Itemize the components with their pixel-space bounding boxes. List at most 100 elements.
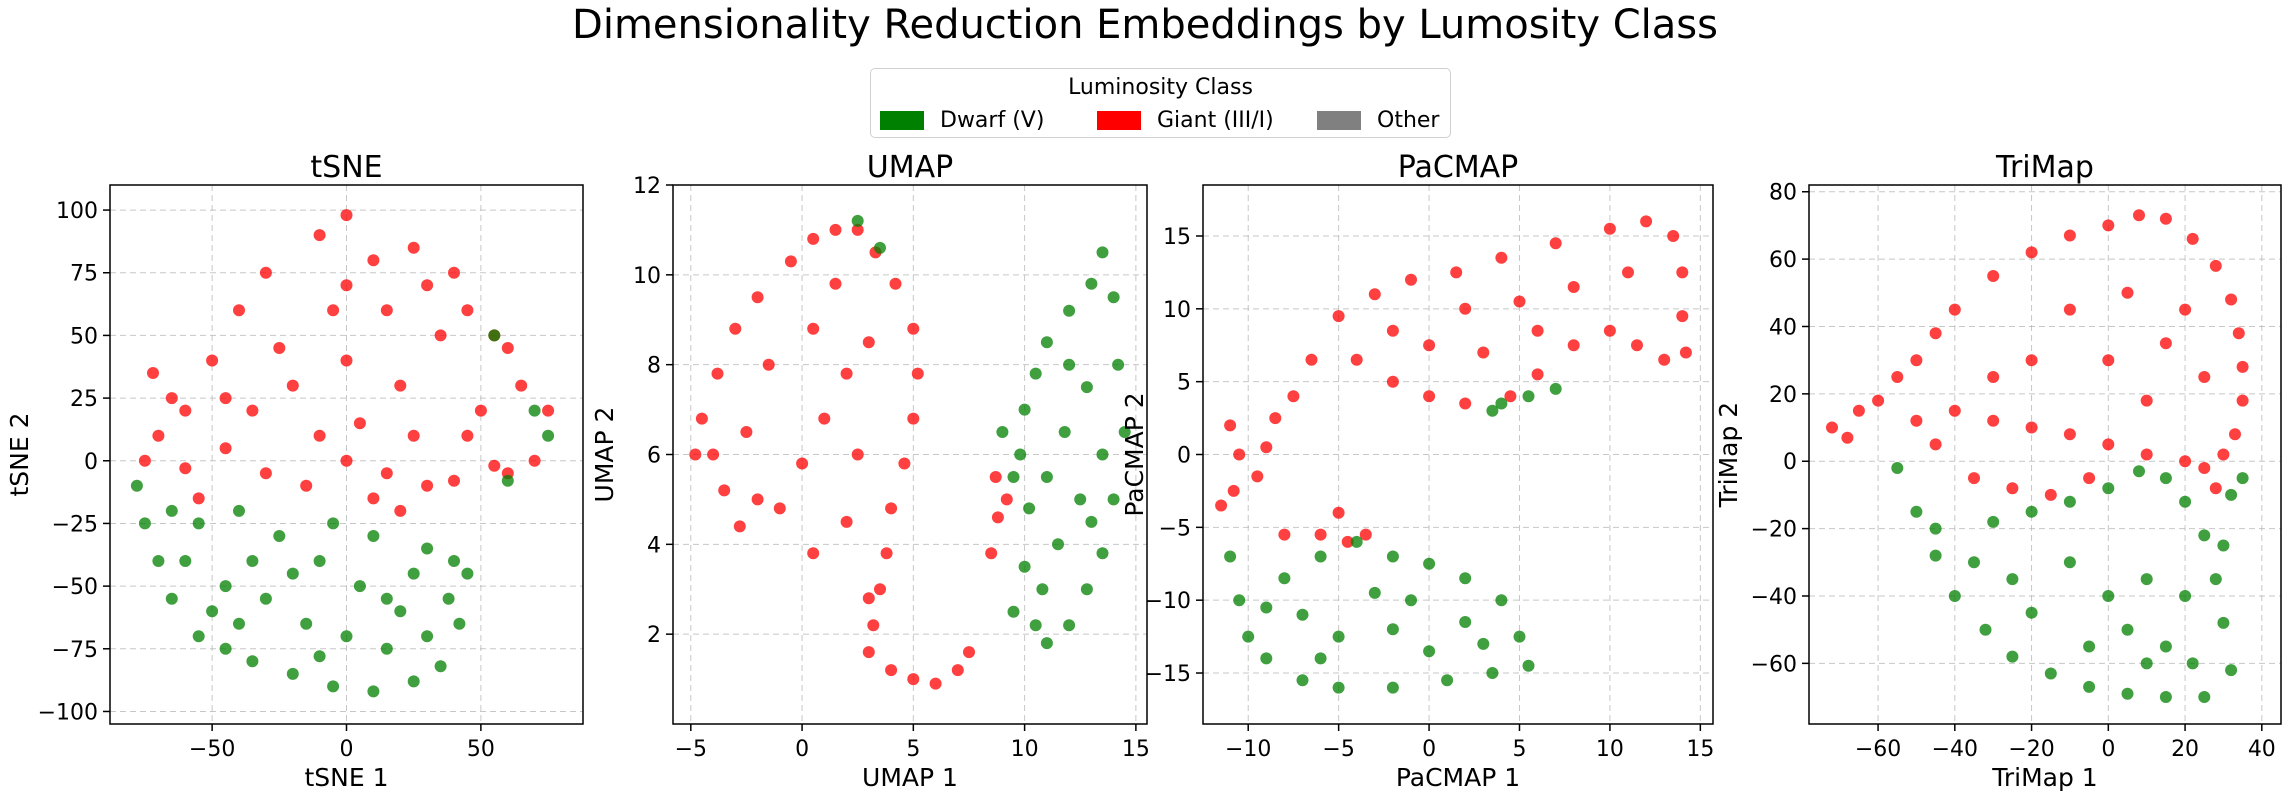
data-point [1359,528,1372,541]
data-point [1513,295,1526,308]
y-tick-label: 60 [1769,248,1797,273]
data-point [2209,573,2222,586]
data-point [179,462,192,475]
data-point [1314,528,1327,541]
data-point [1603,324,1616,337]
data-point [340,209,353,222]
data-point [286,567,299,580]
data-point [233,304,245,317]
data-point [165,592,178,605]
data-point [165,392,178,405]
data-point [394,379,407,392]
data-point [2225,488,2238,501]
data-point [1910,354,1923,367]
legend-entry-other: Other [1317,107,1439,133]
data-point [1386,375,1399,388]
legend-label-other: Other [1377,107,1440,133]
data-point [488,329,501,342]
data-point [2179,303,2192,316]
data-point [2140,394,2153,407]
series-dwarf [130,329,555,698]
data-point [421,479,434,492]
data-point [1495,251,1508,264]
data-point [1676,310,1689,323]
data-point [695,412,708,425]
data-point [1107,291,1120,304]
data-point [1423,339,1436,352]
data-point [1987,515,2000,528]
data-point [991,511,1004,524]
data-point [233,617,245,630]
data-point [2179,455,2192,468]
data-point [740,426,753,438]
x-tick-label: −5 [675,737,707,762]
data-point [907,322,920,335]
data-point [1459,616,1472,628]
data-point [2121,687,2134,700]
data-point [1278,528,1291,541]
x-tick-label: 0 [795,737,809,762]
data-point [862,646,875,659]
data-point [327,680,340,693]
y-axis-label: UMAP 2 [590,407,619,503]
data-point [461,567,474,580]
data-point [889,277,902,290]
data-point [1332,310,1345,323]
data-point [1477,346,1490,359]
data-point [1658,353,1671,366]
data-point [1107,493,1120,506]
y-tick-label: −60 [1751,652,1797,677]
data-point [1504,390,1517,403]
y-tick-label: 15 [1163,225,1191,250]
data-point [206,354,219,367]
data-point [219,580,232,593]
series-dwarf [1891,462,2249,703]
data-point [273,342,286,354]
data-point [313,650,326,663]
data-point [1074,493,1087,506]
data-point [246,655,259,668]
data-point [1332,630,1345,643]
data-point [1826,421,1838,434]
data-point [1929,549,1942,562]
data-point [907,673,920,686]
data-point [380,642,393,655]
x-tick-label: 5 [1512,737,1526,762]
data-point [407,429,420,442]
data-point [353,580,366,593]
chart-tsne: −50 0 50 −100 −75 −50 −25 0 25 50 75 100 tSNE tSNE 1 t… [5,150,584,792]
chart-title: TriMap [1995,150,2094,185]
data-point [1929,327,1942,340]
data-point [1910,505,1923,518]
x-tick-label: 15 [1686,737,1714,762]
y-tick-label: 6 [647,444,661,469]
y-tick-label: −25 [52,512,98,537]
data-point [711,367,724,380]
data-point [1118,426,1131,438]
data-point [353,417,366,430]
data-point [421,279,434,292]
chart-umap: −5 0 5 10 15 2 4 6 8 10 12 UMAP UMAP 1 UMAP 2 [590,150,1150,792]
data-point [1085,277,1098,290]
data-point [707,448,720,461]
data-point [2217,539,2230,552]
data-point [2198,691,2211,703]
data-point [147,367,159,379]
data-point [1477,637,1490,650]
data-point [1929,522,1942,535]
data-point [829,277,842,290]
data-point [1495,594,1508,607]
data-point [1891,462,1904,474]
data-point [862,336,875,349]
plot-frame [1808,184,2282,725]
series-dwarf [851,214,1131,650]
x-tick-label: −50 [189,737,235,762]
data-point [2102,590,2115,602]
data-point [1224,419,1237,432]
data-point [733,520,746,533]
data-point [2133,209,2145,222]
data-point [474,404,487,417]
data-point [380,304,393,317]
data-point [1040,336,1053,349]
data-point [501,474,514,487]
